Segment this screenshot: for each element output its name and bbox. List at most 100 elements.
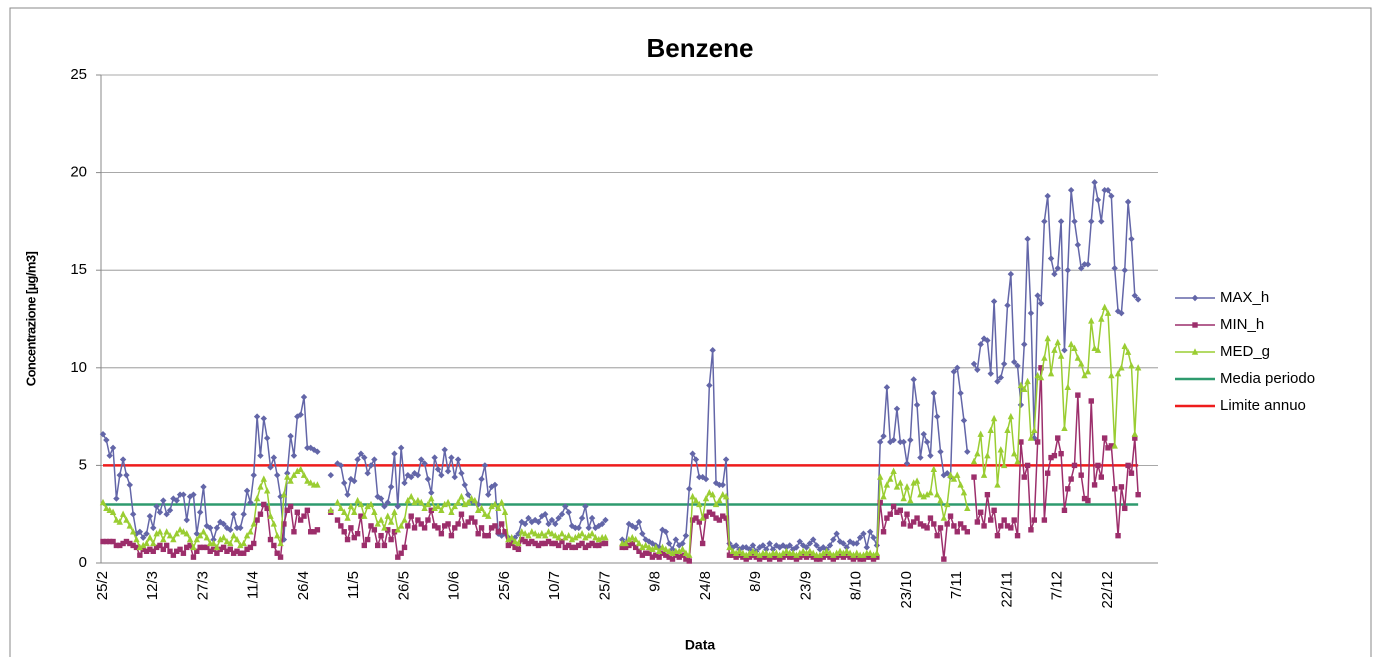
triangle-marker <box>364 502 371 510</box>
triangle-marker <box>488 502 495 510</box>
square-marker <box>984 491 991 498</box>
square-marker <box>683 556 689 562</box>
square-marker <box>1128 470 1135 476</box>
triangle-marker <box>789 549 797 556</box>
diamond-marker <box>635 518 643 526</box>
square-marker <box>579 540 585 547</box>
square-marker <box>663 552 669 558</box>
square-marker <box>452 525 458 531</box>
diamond-marker <box>786 542 793 549</box>
triangle-marker <box>960 489 968 496</box>
square-marker <box>120 540 126 547</box>
square-marker <box>535 542 542 549</box>
square-marker <box>1024 462 1031 469</box>
square-marker <box>927 515 934 521</box>
square-marker <box>445 521 451 527</box>
square-marker <box>746 554 753 560</box>
triangle-marker <box>783 547 790 554</box>
diamond-marker <box>759 542 767 549</box>
diamond-marker <box>1134 296 1142 303</box>
triangle-marker <box>987 426 994 433</box>
triangle-marker <box>739 549 747 556</box>
triangle-marker <box>304 477 311 484</box>
diamond-marker <box>193 530 200 537</box>
triangle-marker <box>676 547 683 554</box>
triangle-marker <box>186 535 194 543</box>
triangle-marker <box>897 479 904 486</box>
x-tick-label: 26/4 <box>295 571 312 600</box>
square-marker <box>351 534 357 541</box>
square-marker <box>790 554 796 560</box>
x-tick-label: 10/7 <box>546 571 563 600</box>
square-marker <box>1068 476 1074 482</box>
triangle-marker <box>133 535 140 543</box>
triangle-marker <box>401 516 408 523</box>
square-marker <box>565 542 572 549</box>
diamond-marker <box>575 524 582 532</box>
square-marker <box>184 544 190 551</box>
square-marker <box>576 542 582 549</box>
diamond-marker <box>146 512 154 520</box>
diamond-marker <box>565 509 572 516</box>
diamond-marker <box>813 542 820 549</box>
triangle-marker <box>890 467 897 474</box>
triangle-marker <box>1098 315 1105 322</box>
square-marker <box>532 540 538 547</box>
square-marker <box>723 515 729 521</box>
diamond-marker <box>672 536 680 543</box>
diamond-marker <box>119 456 127 463</box>
triangle-marker <box>441 500 448 508</box>
square-marker <box>220 544 227 551</box>
triangle-marker <box>183 530 190 537</box>
x-axis-title: Data <box>685 637 716 653</box>
diamond-marker <box>923 438 931 446</box>
triangle-marker <box>1024 377 1031 385</box>
diamond-marker <box>387 483 395 491</box>
square-marker <box>1088 398 1094 404</box>
square-marker <box>418 521 424 527</box>
triangle-marker <box>367 500 375 508</box>
square-marker <box>840 554 847 560</box>
x-tick-label: 7/12 <box>1049 571 1066 600</box>
diamond-marker <box>1191 294 1199 302</box>
square-marker <box>458 511 465 517</box>
triangle-marker <box>622 539 629 547</box>
diamond-marker <box>1108 192 1115 200</box>
square-marker <box>599 540 605 547</box>
diamond-marker <box>974 366 981 373</box>
diamond-marker <box>602 516 609 524</box>
triangle-marker <box>451 502 458 510</box>
diamond-marker <box>140 534 147 541</box>
square-marker <box>629 540 635 547</box>
diamond-marker <box>877 438 884 446</box>
diamond-marker <box>304 444 311 452</box>
triangle-marker <box>635 539 643 547</box>
square-marker <box>1078 472 1084 478</box>
diamond-marker <box>763 546 770 553</box>
diamond-marker <box>166 507 174 514</box>
diamond-marker <box>977 341 984 348</box>
diamond-marker <box>344 491 351 498</box>
diamond-marker <box>910 376 917 383</box>
diamond-marker <box>866 528 874 535</box>
triangle-marker <box>923 490 931 498</box>
diamond-marker <box>240 511 247 518</box>
square-marker <box>1038 365 1044 371</box>
triangle-marker <box>1074 354 1082 361</box>
triangle-marker <box>1027 434 1035 441</box>
square-marker <box>415 517 421 523</box>
triangle-marker <box>180 528 187 535</box>
diamond-marker <box>749 542 757 549</box>
diamond-marker <box>769 546 777 553</box>
square-marker <box>338 523 344 529</box>
triangle-marker <box>230 531 237 539</box>
triangle-marker <box>649 545 656 553</box>
diamond-marker <box>776 544 783 551</box>
triangle-marker <box>588 530 596 537</box>
triangle-marker <box>722 492 730 500</box>
square-marker <box>378 532 384 539</box>
triangle-marker <box>140 541 147 549</box>
diamond-marker <box>937 448 944 455</box>
triangle-marker <box>203 533 211 541</box>
diamond-marker <box>341 479 348 487</box>
